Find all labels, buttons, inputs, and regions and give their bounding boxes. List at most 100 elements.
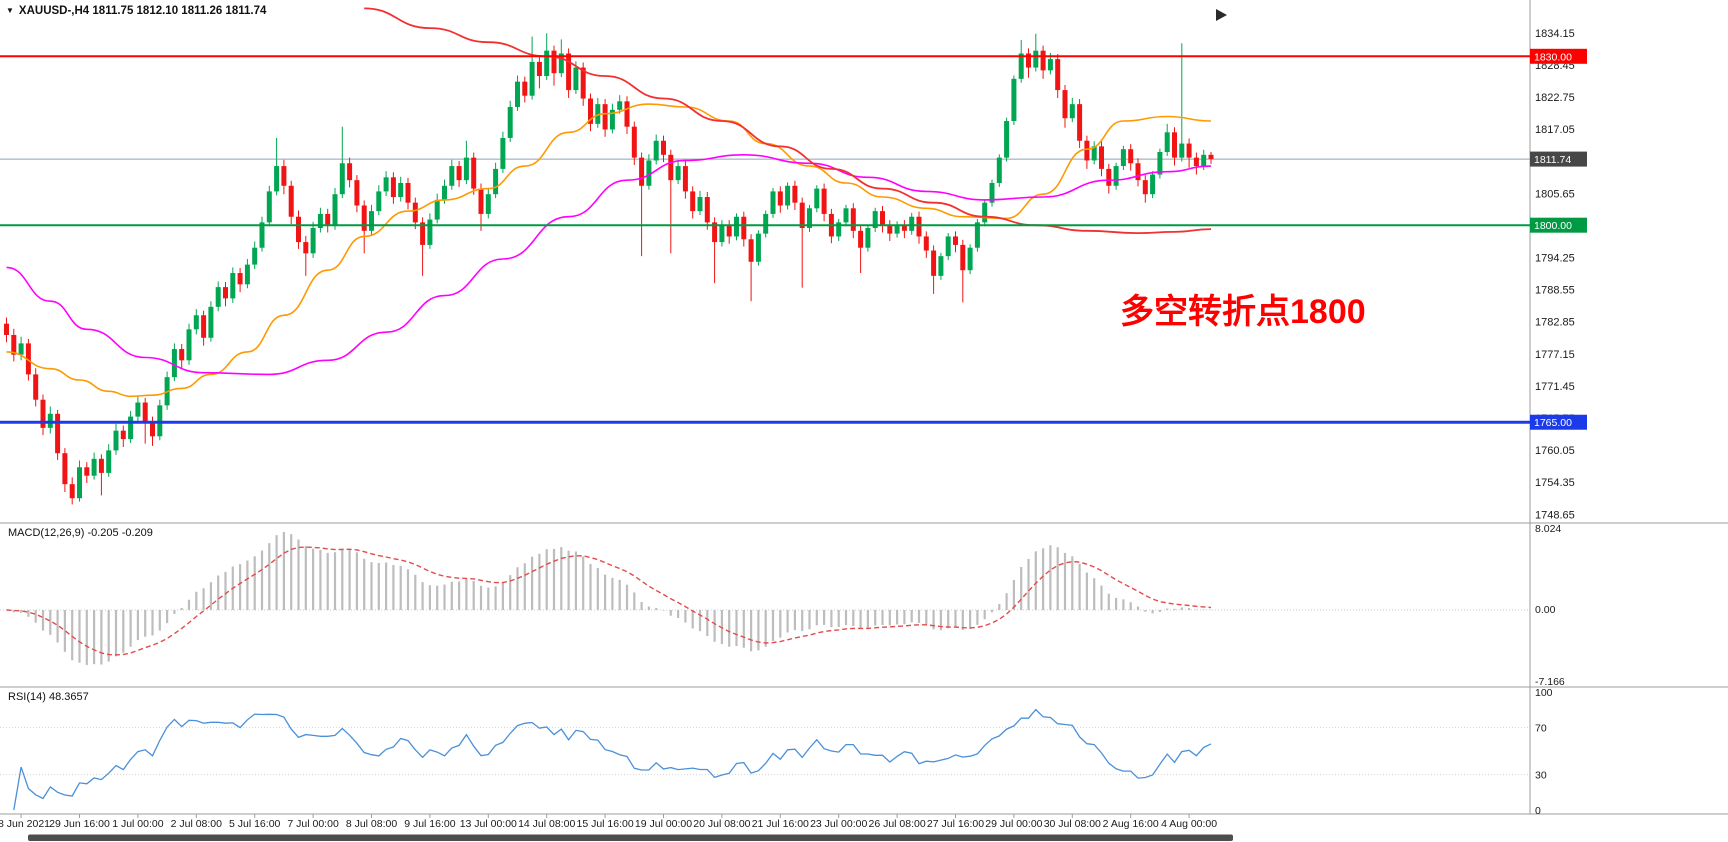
candle-body	[1069, 104, 1075, 119]
candle-body	[515, 81, 520, 107]
candle-body	[142, 402, 148, 423]
rsi-axis-label: 30	[1535, 770, 1547, 782]
candle-body	[478, 188, 484, 214]
candle-body	[303, 242, 309, 254]
candle-body	[777, 191, 783, 206]
candle-body	[799, 202, 805, 229]
time-axis-label: 5 Jul 16:00	[229, 818, 281, 830]
time-axis-label: 13 Jul 00:00	[460, 818, 517, 830]
candle-body	[296, 216, 301, 243]
time-axis-label: 14 Jul 08:00	[518, 818, 575, 830]
candle-body	[734, 216, 739, 237]
candle-body	[288, 185, 294, 217]
candle-body	[1047, 59, 1053, 71]
candle-body	[1157, 152, 1163, 175]
candle-body	[55, 413, 61, 454]
time-axis-label: 29 Jun 16:00	[49, 818, 110, 830]
candle-body	[704, 197, 710, 223]
candle-body	[894, 225, 900, 234]
candle-body	[887, 225, 893, 234]
candle-body	[558, 53, 564, 74]
price-tag-1765.00	[1530, 414, 1587, 430]
candle-body	[639, 157, 645, 186]
candle-body	[843, 208, 849, 223]
candle-body	[1099, 146, 1104, 169]
time-axis-label: 23 Jul 00:00	[810, 818, 867, 830]
candle-body	[33, 374, 39, 400]
candle-body	[40, 399, 46, 428]
candle-body	[602, 104, 608, 130]
candle-body	[106, 450, 112, 473]
time-axis-label: 8 Jul 08:00	[346, 818, 398, 830]
candle-body	[266, 191, 272, 223]
time-axis-label: 1 Jul 00:00	[112, 818, 164, 830]
candle-body	[332, 194, 338, 226]
candle-body	[938, 256, 944, 276]
candle-body	[588, 98, 593, 124]
candle-body	[690, 191, 696, 212]
price-axis-label: 1822.75	[1535, 92, 1575, 104]
time-axis-label: 28 Jun 2021	[0, 818, 50, 830]
candle-body	[741, 216, 747, 240]
time-axis-label: 9 Jul 16:00	[404, 818, 456, 830]
candle-body	[230, 273, 236, 299]
candle-body	[237, 273, 243, 285]
candle-body	[974, 222, 980, 248]
candle-body	[945, 236, 951, 257]
rsi-line	[13, 708, 1212, 811]
chart-shift-marker-icon[interactable]	[1216, 9, 1227, 21]
candle-body	[953, 236, 958, 245]
ma-mid-magenta-line	[6, 153, 1212, 376]
macd-axis-label: 8.024	[1535, 523, 1561, 535]
candle-body	[347, 163, 353, 181]
candle-body	[215, 287, 221, 307]
candle-body	[369, 211, 374, 231]
candle-body	[982, 202, 988, 223]
candle-body	[398, 182, 404, 198]
ma-slow-red-line	[364, 7, 1212, 235]
candle-body	[128, 416, 134, 440]
candle-body	[376, 191, 382, 212]
candle-body	[850, 208, 856, 231]
candle-body	[1172, 132, 1177, 158]
time-axis-label: 27 Jul 16:00	[927, 818, 984, 830]
chart-menu-icon[interactable]: ▼	[6, 6, 14, 15]
time-axis-label: 7 Jul 00:00	[287, 818, 339, 830]
time-axis-label: 4 Aug 00:00	[1161, 818, 1217, 830]
candle-body	[171, 349, 177, 378]
candle-body	[193, 315, 199, 330]
candle-body	[755, 233, 761, 262]
time-axis-label: 2 Aug 16:00	[1103, 818, 1159, 830]
candle-body	[25, 343, 31, 375]
candle-body	[785, 185, 791, 206]
candle-body	[310, 228, 316, 254]
price-axis-label: 1794.25	[1535, 253, 1575, 265]
candle-body	[11, 334, 17, 355]
candle-body	[405, 182, 411, 203]
candles-layer	[4, 33, 1214, 505]
time-axis-label: 19 Jul 00:00	[635, 818, 692, 830]
candle-body	[996, 157, 1002, 183]
rsi-axis-label: 0	[1535, 805, 1541, 817]
candle-body	[1091, 146, 1097, 161]
candle-body	[179, 349, 185, 361]
candle-body	[1208, 154, 1214, 160]
candle-body	[1084, 140, 1090, 161]
candle-body	[1193, 157, 1199, 167]
time-axis-label: 30 Jul 08:00	[1044, 818, 1101, 830]
candle-body	[726, 225, 732, 237]
price-axis-label: 1817.05	[1535, 124, 1575, 136]
price-tag-label: 1811.74	[1534, 154, 1571, 166]
candle-body	[383, 177, 389, 192]
candle-body	[91, 458, 97, 476]
price-axis-label: 1754.35	[1535, 477, 1575, 489]
candle-body	[223, 287, 228, 299]
candle-body	[471, 157, 477, 189]
candle-body	[653, 140, 659, 161]
horizontal-scrollbar-thumb[interactable]	[28, 834, 1233, 842]
candle-body	[712, 222, 718, 243]
candle-body	[113, 430, 119, 451]
candle-body	[1011, 78, 1017, 122]
candle-body	[1106, 168, 1112, 186]
